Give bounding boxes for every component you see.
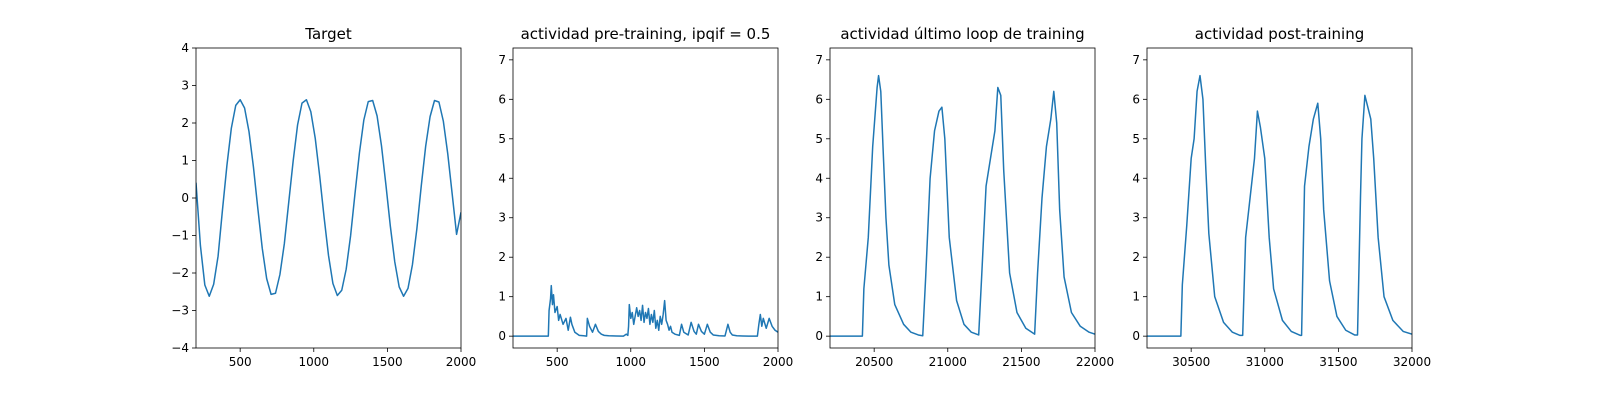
series-line [830, 74, 1095, 337]
axes-frame [829, 47, 1096, 349]
y-tick-label: 5 [1132, 132, 1140, 146]
subplot-title: Target [304, 25, 352, 43]
y-tick-label: 0 [181, 191, 189, 205]
y-tick-label: 1 [1132, 290, 1140, 304]
y-tick-label: 1 [498, 290, 506, 304]
y-tick-label: 6 [498, 92, 506, 106]
x-tick-label: 30500 [1172, 355, 1210, 369]
y-tick-label: −3 [171, 304, 189, 318]
y-tick-label: 2 [498, 250, 506, 264]
y-tick-label: −1 [171, 229, 189, 243]
x-tick-label: 21500 [1002, 355, 1040, 369]
y-tick-label: 4 [498, 171, 506, 185]
x-tick-label: 31500 [1319, 355, 1357, 369]
series-line [196, 99, 461, 297]
subplot-pre-training: actividad pre-training, ipqif = 0.5 500 1… [498, 25, 793, 369]
y-tick-label: 2 [181, 116, 189, 130]
y-tick-label: 7 [815, 53, 823, 67]
y-tick-label: −2 [171, 266, 189, 280]
x-tick-label: 1000 [616, 355, 647, 369]
y-tick-label: 7 [1132, 53, 1140, 67]
y-tick-label: 0 [815, 329, 823, 343]
y-tick-label: 4 [1132, 171, 1140, 185]
y-tick-label: 4 [181, 41, 189, 55]
axes-frame [195, 47, 462, 349]
subplot-title: actividad último loop de training [840, 25, 1084, 43]
x-tick-label: 20500 [855, 355, 893, 369]
y-tick-label: 6 [1132, 92, 1140, 106]
y-tick-label: 3 [498, 211, 506, 225]
axes-frame [512, 47, 779, 349]
y-tick-label: 1 [815, 290, 823, 304]
subplot-post-training: actividad post-training 30500 31000 31500 3… [1132, 25, 1431, 369]
subplot-title: actividad pre-training, ipqif = 0.5 [521, 25, 771, 43]
y-tick-label: 3 [815, 211, 823, 225]
subplot-last-training-loop: actividad último loop de training 20500 2… [815, 25, 1114, 369]
y-tick-label: 0 [498, 329, 506, 343]
x-tick-label: 1000 [299, 355, 330, 369]
x-tick-label: 22000 [1076, 355, 1114, 369]
x-tick-label: 2000 [763, 355, 794, 369]
series-line [513, 284, 778, 337]
x-tick-label: 21000 [929, 355, 967, 369]
y-tick-label: 2 [1132, 250, 1140, 264]
y-tick-label: 4 [815, 171, 823, 185]
y-tick-label: 0 [1132, 329, 1140, 343]
y-tick-label: 7 [498, 53, 506, 67]
y-tick-label: 5 [498, 132, 506, 146]
x-tick-label: 1500 [372, 355, 403, 369]
y-tick-label: 3 [1132, 211, 1140, 225]
y-tick-label: 6 [815, 92, 823, 106]
y-tick-label: 1 [181, 154, 189, 168]
x-tick-label: 32000 [1393, 355, 1431, 369]
x-tick-label: 31000 [1246, 355, 1284, 369]
axes-frame [1146, 47, 1413, 349]
x-tick-label: 500 [229, 355, 252, 369]
x-tick-label: 2000 [446, 355, 477, 369]
y-tick-label: 5 [815, 132, 823, 146]
subplot-target: Target 500 1000 1500 2000 −4 −3 −2 −1 0 1 2 3 4 [171, 25, 476, 369]
series-line [1147, 74, 1412, 337]
y-tick-label: 3 [181, 79, 189, 93]
x-tick-label: 500 [546, 355, 569, 369]
x-tick-label: 1500 [689, 355, 720, 369]
y-tick-label: −4 [171, 341, 189, 355]
subplot-title: actividad post-training [1195, 25, 1364, 43]
y-tick-label: 2 [815, 250, 823, 264]
